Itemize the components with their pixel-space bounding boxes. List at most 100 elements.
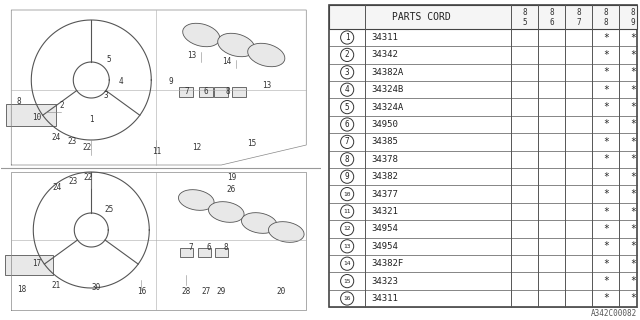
Text: 28: 28 [182,287,191,297]
Text: *: * [630,241,636,251]
Text: 34382A: 34382A [372,68,404,77]
Text: 8: 8 [523,8,527,17]
Text: 25: 25 [105,205,114,214]
Text: 13: 13 [344,244,351,249]
Text: 1: 1 [345,33,349,42]
Text: 4: 4 [119,77,124,86]
Text: *: * [603,119,609,130]
Text: 7: 7 [185,87,189,97]
FancyBboxPatch shape [214,87,228,97]
Text: 34342: 34342 [372,50,399,60]
Text: *: * [630,137,636,147]
Text: 8: 8 [345,155,349,164]
Text: *: * [630,154,636,164]
Text: 34378: 34378 [372,155,399,164]
Text: 20: 20 [276,287,286,297]
Text: *: * [630,85,636,95]
Text: 18: 18 [17,285,26,294]
Text: *: * [603,224,609,234]
Text: 8: 8 [224,244,228,252]
Text: 34382: 34382 [372,172,399,181]
Ellipse shape [248,43,285,67]
Text: 24: 24 [52,182,62,191]
Text: 7: 7 [189,244,193,252]
Text: *: * [630,276,636,286]
Text: 34950: 34950 [372,120,399,129]
Text: 8: 8 [577,8,581,17]
Text: 8: 8 [604,18,608,27]
Text: 13: 13 [187,51,196,60]
Text: 8: 8 [630,8,635,17]
Text: *: * [603,259,609,269]
FancyBboxPatch shape [6,104,56,126]
Text: *: * [630,50,636,60]
Text: 27: 27 [202,287,211,297]
Text: 10: 10 [31,114,41,123]
Text: 26: 26 [227,186,236,195]
Text: *: * [630,206,636,217]
Text: 13: 13 [262,81,271,90]
Text: *: * [603,85,609,95]
Text: 9: 9 [345,172,349,181]
Ellipse shape [179,190,214,210]
Text: 23: 23 [68,178,78,187]
Text: 34311: 34311 [372,294,399,303]
Text: 3: 3 [345,68,349,77]
Text: 22: 22 [83,143,92,153]
Text: *: * [630,172,636,182]
Text: 15: 15 [344,279,351,284]
Ellipse shape [182,23,220,47]
Text: 6: 6 [345,120,349,129]
Text: 21: 21 [52,281,61,290]
Text: 34323: 34323 [372,276,399,285]
Text: *: * [603,102,609,112]
Text: 34324B: 34324B [372,85,404,94]
Text: *: * [630,259,636,269]
Text: 11: 11 [344,209,351,214]
Text: *: * [603,206,609,217]
Text: *: * [630,102,636,112]
Text: 34954: 34954 [372,242,399,251]
Text: 8: 8 [17,98,22,107]
Ellipse shape [268,222,304,242]
Text: *: * [603,50,609,60]
FancyBboxPatch shape [215,247,228,257]
Text: 34954: 34954 [372,224,399,233]
Text: 15: 15 [246,139,256,148]
Text: A342C00082: A342C00082 [591,309,637,318]
Text: 34324A: 34324A [372,103,404,112]
Text: *: * [603,137,609,147]
Text: 16: 16 [137,287,146,297]
FancyBboxPatch shape [198,247,211,257]
FancyBboxPatch shape [199,87,213,97]
Text: 6: 6 [204,87,209,97]
Text: 5: 5 [107,55,111,65]
Text: 9: 9 [630,18,635,27]
Text: *: * [630,67,636,77]
FancyBboxPatch shape [5,255,53,275]
Text: 11: 11 [152,148,161,156]
Text: *: * [603,154,609,164]
Text: *: * [603,241,609,251]
Text: 8: 8 [226,87,230,97]
Text: 29: 29 [217,287,226,297]
Text: 12: 12 [191,143,201,153]
Text: *: * [603,189,609,199]
Text: 30: 30 [92,284,101,292]
Text: 34321: 34321 [372,207,399,216]
Text: 3: 3 [104,91,109,100]
FancyBboxPatch shape [232,87,246,97]
Text: 2: 2 [345,50,349,60]
Bar [329,5,637,29]
Text: 8: 8 [604,8,608,17]
Text: 9: 9 [169,77,173,86]
Text: *: * [603,293,609,303]
Text: *: * [603,172,609,182]
Text: 1: 1 [89,116,93,124]
Ellipse shape [218,33,255,57]
Text: *: * [630,293,636,303]
Text: *: * [603,33,609,43]
Text: 12: 12 [344,227,351,231]
Text: *: * [630,224,636,234]
Text: 19: 19 [227,172,236,181]
